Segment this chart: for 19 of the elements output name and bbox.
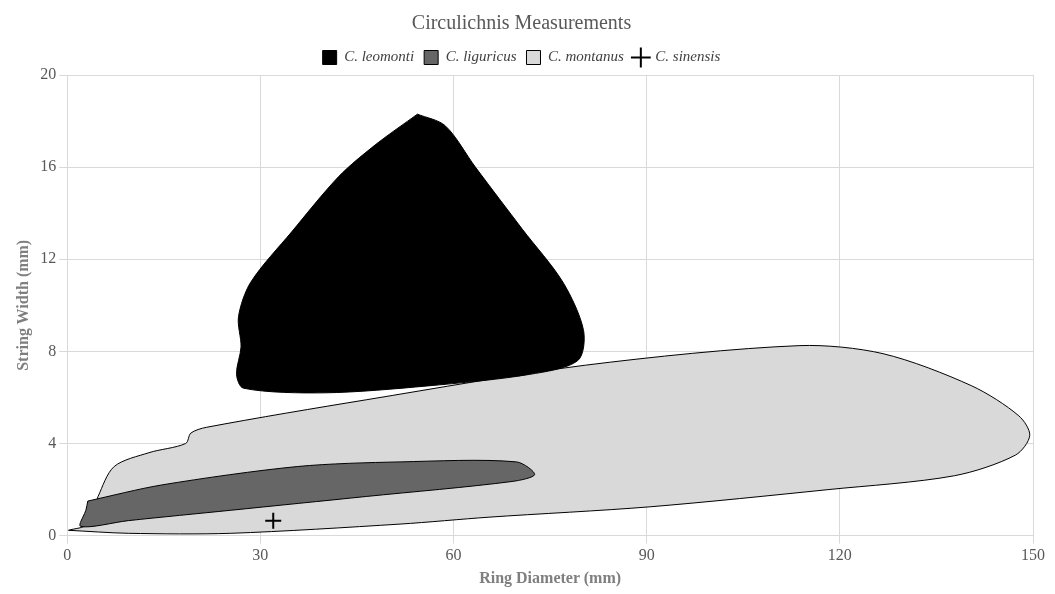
x-tick-label: 60 (445, 546, 462, 564)
y-tick-label: 20 (40, 65, 57, 83)
y-tick-label: 12 (40, 249, 57, 267)
y-tick-label: 8 (48, 341, 57, 359)
legend-label: C. sinensis (655, 48, 721, 65)
y-tick-label: 4 (48, 433, 57, 451)
legend-label: C. liguricus (445, 48, 517, 65)
x-tick-label: 120 (827, 546, 852, 564)
x-tick-label: 0 (63, 546, 72, 564)
x-axis-title: Ring Diameter (mm) (479, 568, 622, 587)
legend-label: C. leomonti (344, 48, 415, 65)
x-tick-label: 90 (638, 546, 655, 564)
y-axis-title: String Width (mm) (13, 239, 32, 371)
legend-label: C. montanus (547, 48, 624, 65)
y-tick-label: 0 (48, 525, 57, 543)
chart-title: Circulichnis Measurements (411, 11, 632, 34)
y-tick-label: 16 (40, 157, 57, 175)
x-tick-label: 30 (252, 546, 269, 564)
x-tick-label: 150 (1021, 546, 1045, 564)
